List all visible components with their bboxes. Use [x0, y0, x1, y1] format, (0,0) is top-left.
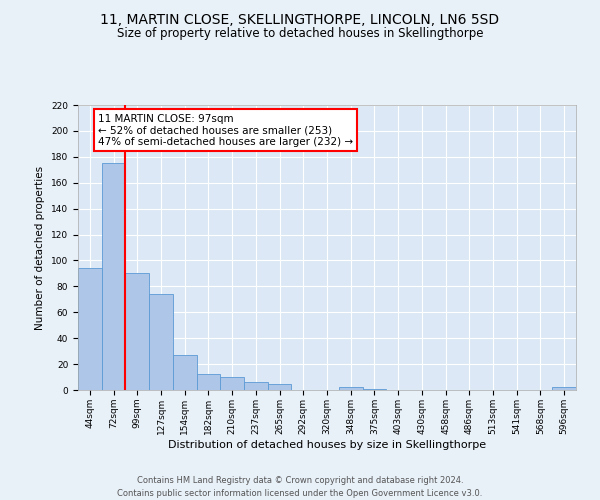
Text: 11, MARTIN CLOSE, SKELLINGTHORPE, LINCOLN, LN6 5SD: 11, MARTIN CLOSE, SKELLINGTHORPE, LINCOL…	[100, 12, 500, 26]
Bar	[102, 164, 125, 390]
Bar	[339, 388, 362, 390]
Bar	[78, 268, 102, 390]
Bar	[220, 377, 244, 390]
Bar	[197, 374, 220, 390]
Bar	[244, 382, 268, 390]
Y-axis label: Number of detached properties: Number of detached properties	[35, 166, 46, 330]
Bar	[362, 388, 386, 390]
Bar	[173, 355, 197, 390]
X-axis label: Distribution of detached houses by size in Skellingthorpe: Distribution of detached houses by size …	[168, 440, 486, 450]
Text: Size of property relative to detached houses in Skellingthorpe: Size of property relative to detached ho…	[117, 28, 483, 40]
Bar	[125, 274, 149, 390]
Bar	[552, 388, 576, 390]
Bar	[149, 294, 173, 390]
Bar	[268, 384, 292, 390]
Text: Contains HM Land Registry data © Crown copyright and database right 2024.
Contai: Contains HM Land Registry data © Crown c…	[118, 476, 482, 498]
Text: 11 MARTIN CLOSE: 97sqm
← 52% of detached houses are smaller (253)
47% of semi-de: 11 MARTIN CLOSE: 97sqm ← 52% of detached…	[98, 114, 353, 147]
